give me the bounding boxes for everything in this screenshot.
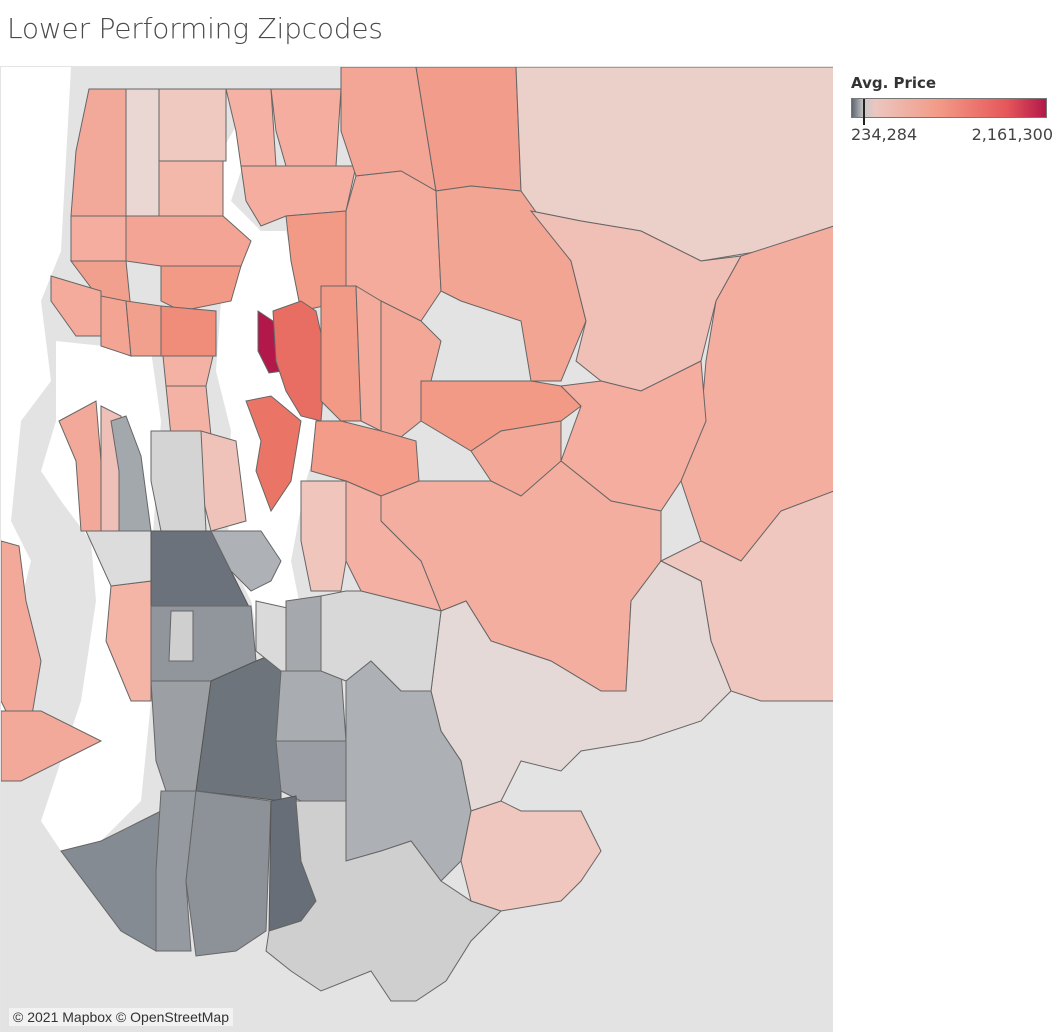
zipcode-region-low[interactable]: [168, 610, 194, 662]
page-title: Lower Performing Zipcodes: [7, 12, 383, 45]
zipcode-region[interactable]: [162, 355, 214, 387]
zipcode-region-low[interactable]: [285, 595, 322, 672]
zipcode-region[interactable]: [160, 265, 242, 312]
zipcode-region-low[interactable]: [150, 430, 207, 532]
zipcode-region[interactable]: [50, 275, 102, 337]
zipcode-region[interactable]: [125, 300, 162, 357]
zipcode-region[interactable]: [460, 800, 602, 912]
zipcode-region-low[interactable]: [265, 800, 502, 1002]
zipcode-region[interactable]: [70, 215, 127, 262]
zipcode-region[interactable]: [1, 540, 42, 722]
legend-gradient-bar: [851, 98, 1047, 125]
zipcode-region-low[interactable]: [210, 530, 282, 592]
legend-title: Avg. Price: [851, 74, 937, 92]
legend-max-label: 2,161,300: [971, 125, 1053, 144]
zipcode-region[interactable]: [320, 285, 362, 422]
zipcode-region[interactable]: [300, 480, 347, 592]
zipcode-region-low[interactable]: [275, 740, 347, 802]
zipcode-region[interactable]: [125, 88, 160, 217]
zipcode-region[interactable]: [158, 160, 224, 217]
legend-min-label: 234,284: [851, 125, 918, 144]
puget-sound-water: [1, 67, 71, 1032]
zipcode-region[interactable]: [160, 305, 217, 357]
zipcode-region[interactable]: [165, 385, 212, 437]
zipcode-region-high[interactable]: [245, 395, 302, 513]
map-attribution[interactable]: © 2021 Mapbox © OpenStreetMap: [9, 1008, 233, 1026]
zipcode-region[interactable]: [158, 88, 227, 162]
zipcode-region[interactable]: [435, 185, 587, 382]
zipcode-region[interactable]: [1, 710, 103, 782]
zipcode-region-low[interactable]: [275, 670, 347, 742]
zipcode-region[interactable]: [559, 360, 707, 512]
zipcode-region-low[interactable]: [185, 790, 272, 957]
choropleth-map[interactable]: © 2021 Mapbox © OpenStreetMap: [0, 66, 833, 1032]
color-legend: Avg. Price 234,284 2,161,300: [851, 74, 1056, 144]
legend-marker: [863, 99, 865, 125]
